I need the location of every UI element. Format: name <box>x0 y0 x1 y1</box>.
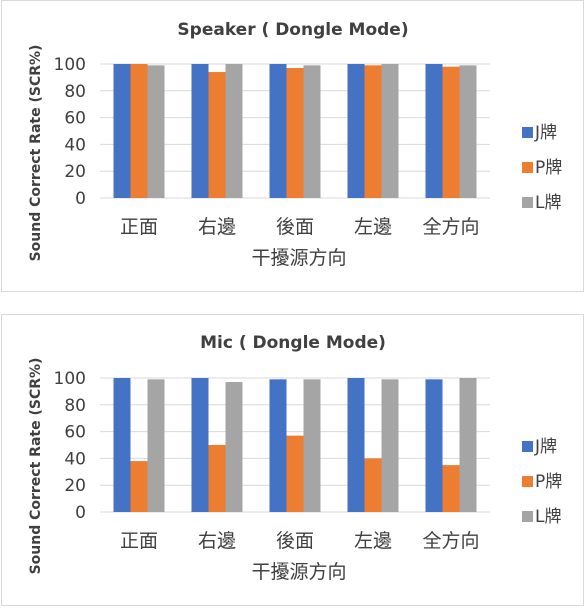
speaker-chart-panel: Speaker ( Dongle Mode) 0 20 40 60 80 100 正面 右邊… <box>1 0 584 292</box>
chart-title: Speaker ( Dongle Mode) <box>177 20 408 40</box>
y-tick-label: 40 <box>64 449 86 469</box>
bar <box>459 65 477 198</box>
bar <box>442 66 460 199</box>
x-tick-label: 正面 <box>120 216 158 238</box>
legend-swatch <box>522 197 533 208</box>
legend-label: L牌 <box>535 193 561 213</box>
bar <box>347 378 365 512</box>
bar <box>303 65 321 198</box>
x-tick-label: 正面 <box>120 530 158 552</box>
legend-label: J牌 <box>534 123 557 143</box>
bar <box>442 465 460 512</box>
x-axis-label: 干擾源方向 <box>251 561 346 583</box>
bar <box>225 382 243 512</box>
y-tick-label: 0 <box>75 189 86 209</box>
bar <box>381 379 399 512</box>
y-tick-label: 40 <box>64 135 86 155</box>
x-tick-label: 右邊 <box>198 530 236 552</box>
y-tick-label: 80 <box>64 396 86 416</box>
y-axis-label: Sound Correct Rate (SCR%) <box>28 358 44 575</box>
speaker-chart: Speaker ( Dongle Mode) 0 20 40 60 80 100 正面 右邊… <box>28 20 562 269</box>
bar <box>269 379 287 512</box>
legend-swatch <box>522 511 533 522</box>
bar <box>425 64 443 198</box>
x-axis-label: 干擾源方向 <box>251 247 346 269</box>
bar <box>425 379 443 512</box>
bar <box>208 72 226 198</box>
mic-chart: Mic ( Dongle Mode) 0 20 40 60 80 100 正面 右邊 後面 左邊… <box>28 333 562 583</box>
y-tick-label: 20 <box>64 476 86 496</box>
y-axis-label: Sound Correct Rate (SCR%) <box>28 45 44 262</box>
bar <box>381 64 399 198</box>
bar <box>130 461 148 512</box>
bar <box>113 378 131 512</box>
legend-swatch <box>522 162 533 173</box>
bar <box>364 65 382 198</box>
legend-label: P牌 <box>535 472 562 492</box>
x-tick-label: 全方向 <box>422 530 479 552</box>
legend-label: P牌 <box>535 158 562 178</box>
bar <box>225 64 243 198</box>
bar <box>191 378 209 512</box>
legend-label: J牌 <box>534 437 557 457</box>
bar <box>286 68 304 199</box>
x-tick-label: 右邊 <box>198 216 236 238</box>
bar <box>459 378 477 512</box>
y-tick-label: 0 <box>75 503 86 523</box>
legend-swatch <box>522 441 533 452</box>
bar <box>147 379 165 512</box>
bar <box>286 435 304 512</box>
chart-title: Mic ( Dongle Mode) <box>200 333 386 353</box>
bar <box>113 64 131 198</box>
y-tick-label: 80 <box>64 82 86 102</box>
y-tick-label: 60 <box>64 423 86 443</box>
bar <box>269 64 287 198</box>
legend-swatch <box>522 127 533 138</box>
bar <box>303 379 321 512</box>
bar <box>364 458 382 512</box>
x-tick-label: 左邊 <box>354 530 392 552</box>
x-tick-label: 左邊 <box>354 216 392 238</box>
bar <box>147 65 165 198</box>
mic-chart-panel: Mic ( Dongle Mode) 0 20 40 60 80 100 正面 右邊 後面 左邊… <box>1 314 584 606</box>
x-tick-label: 後面 <box>276 530 314 552</box>
legend-label: L牌 <box>535 507 561 527</box>
bar <box>191 64 209 198</box>
legend-swatch <box>522 476 533 487</box>
x-tick-label: 後面 <box>276 216 314 238</box>
bar <box>347 64 365 198</box>
y-tick-label: 60 <box>64 109 86 129</box>
bar <box>208 445 226 512</box>
bar <box>130 64 148 198</box>
x-tick-label: 全方向 <box>422 216 479 238</box>
y-tick-label: 100 <box>54 55 86 75</box>
y-tick-label: 20 <box>64 162 86 182</box>
y-tick-label: 100 <box>54 369 86 389</box>
